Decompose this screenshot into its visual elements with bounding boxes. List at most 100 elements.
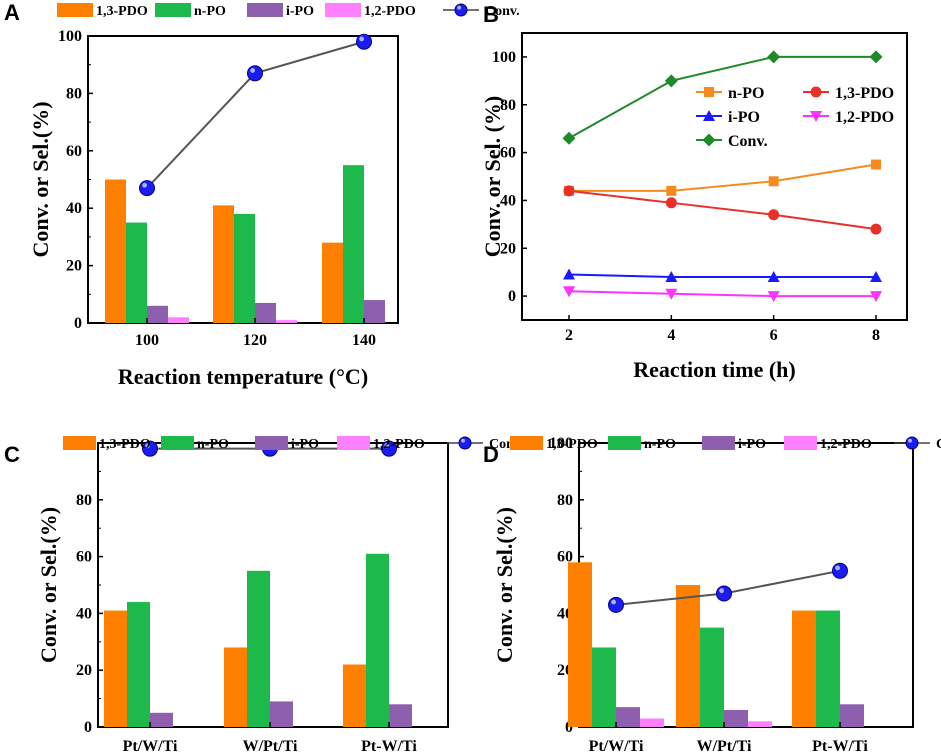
point-1-3-pdo-2 bbox=[563, 185, 575, 197]
bar-1-3-pdo-w-pt-ti bbox=[676, 585, 700, 727]
bar-i-po-140 bbox=[364, 300, 385, 323]
legend-swatch bbox=[57, 3, 93, 17]
legend-label: Conv. bbox=[936, 437, 941, 452]
point-conv--4 bbox=[664, 74, 678, 88]
conv-point-pt-w-ti bbox=[832, 562, 848, 579]
series-line-n-po bbox=[569, 163, 877, 192]
bar-i-po-w-pt-ti bbox=[724, 709, 748, 727]
y-tick-label: 20 bbox=[500, 240, 516, 257]
bar-i-po-pt-w-ti bbox=[389, 704, 412, 727]
legend-label: 1,3-PDO bbox=[546, 437, 598, 452]
y-tick-label: 100 bbox=[549, 435, 573, 452]
series-line-1-3-pdo bbox=[568, 189, 877, 231]
bar-n-po-pt-w-ti bbox=[592, 647, 616, 727]
legend-label: Conv. bbox=[728, 133, 768, 150]
bar-i-po-pt-w-ti bbox=[840, 704, 864, 727]
legend-conv-marker-highlight bbox=[461, 438, 465, 443]
plot-frame bbox=[578, 442, 914, 728]
legend-label: n-PO bbox=[728, 85, 764, 102]
conv-line bbox=[146, 40, 365, 189]
bar-1-3-pdo-pt-w-ti bbox=[104, 610, 127, 727]
legend-label: i-PO bbox=[738, 437, 766, 452]
legend-swatch bbox=[161, 436, 194, 450]
point-1-2-pdo-4 bbox=[665, 288, 678, 300]
legend-label: 1,3-PDO bbox=[99, 437, 151, 452]
bar-1-3-pdo-pt-w-ti bbox=[343, 664, 366, 727]
point-i-po-8 bbox=[870, 270, 882, 282]
y-tick-label: 60 bbox=[500, 145, 516, 162]
point-i-po-2 bbox=[563, 268, 575, 280]
bar-n-po-120 bbox=[234, 213, 255, 323]
x-tick-label: 120 bbox=[243, 332, 267, 349]
chart-panel-a: A 0 20 40 60 80 100 100 120 140 Conv. or Sel.(%) Re… bbox=[4, 0, 520, 389]
legend-conv-marker bbox=[454, 3, 468, 17]
legend-swatch bbox=[608, 436, 641, 450]
x-tick-label: Pt-W/Ti bbox=[812, 738, 868, 754]
bar-i-po-120 bbox=[255, 302, 276, 323]
point-n-po-4 bbox=[666, 185, 677, 196]
legend-conv-marker-highlight bbox=[457, 5, 461, 10]
legend-conv-marker bbox=[905, 436, 919, 450]
bar-1-3-pdo-100 bbox=[105, 179, 126, 323]
x-tick-label: Pt-W/Ti bbox=[361, 738, 417, 754]
legend-swatch bbox=[255, 436, 288, 450]
point-1-2-pdo-6 bbox=[767, 291, 780, 303]
conv-point-pt-w-ti-highlight bbox=[145, 443, 151, 449]
legend-label: 1,3-PDO bbox=[96, 4, 148, 19]
bar-1-2-pdo-pt-w-ti bbox=[640, 718, 664, 727]
x-tick-label: 100 bbox=[135, 332, 159, 349]
legend-label: 1,3-PDO bbox=[835, 85, 894, 102]
x-axis-title: Reaction temperature (°C) bbox=[118, 364, 368, 389]
conv-point-pt-w-ti bbox=[608, 596, 624, 613]
x-tick-label: 4 bbox=[667, 327, 675, 344]
chart-panel-c: C020406080100Pt/W/TiW/Pt/TiPt-W/TiConv. … bbox=[4, 435, 524, 754]
legend-swatch bbox=[63, 436, 96, 450]
bar-1-2-pdo-120 bbox=[276, 320, 297, 323]
panel-letter: A bbox=[4, 0, 20, 25]
plot-frame bbox=[521, 32, 908, 321]
y-tick-label: 100 bbox=[58, 28, 82, 45]
bar-n-po-w-pt-ti bbox=[247, 570, 270, 727]
y-tick-label: 40 bbox=[500, 192, 516, 209]
x-tick-label: W/Pt/Ti bbox=[243, 738, 298, 754]
x-tick-label: 2 bbox=[565, 327, 573, 344]
y-tick-label: 80 bbox=[76, 492, 92, 509]
bar-n-po-pt-w-ti bbox=[816, 610, 840, 727]
y-tick-label: 0 bbox=[84, 719, 92, 736]
conv-point-100-highlight bbox=[142, 182, 148, 188]
y-tick-label: 0 bbox=[74, 315, 82, 332]
y-axis-title: Conv. or Sel.(%) bbox=[36, 507, 61, 663]
bar-i-po-pt-w-ti bbox=[150, 712, 173, 727]
legend-conv-marker-highlight bbox=[908, 438, 913, 443]
conv-point-140-highlight bbox=[359, 36, 364, 42]
bar-i-po-pt-w-ti bbox=[616, 707, 640, 727]
y-tick-label: 20 bbox=[66, 258, 82, 275]
bar-1-2-pdo-w-pt-ti bbox=[748, 721, 772, 727]
bar-n-po-pt-w-ti bbox=[127, 602, 150, 727]
y-tick-label: 80 bbox=[557, 492, 573, 509]
conv-point-w-pt-ti bbox=[716, 585, 732, 602]
x-tick-label: W/Pt/Ti bbox=[697, 738, 752, 754]
bar-1-2-pdo-100 bbox=[168, 317, 189, 323]
legend-label: i-PO bbox=[291, 437, 319, 452]
y-tick-label: 60 bbox=[557, 549, 573, 566]
chart-panel-b: B 0 20 40 60 80 100 2 4 6 8 Conv. or Sel. (%) Reacti… bbox=[480, 2, 908, 382]
x-tick-label: 6 bbox=[770, 327, 778, 344]
point-n-po-6 bbox=[768, 176, 779, 187]
conv-point-w-pt-ti-highlight bbox=[719, 588, 724, 594]
x-axis-title: Reaction time (h) bbox=[633, 357, 796, 382]
plot-frame bbox=[97, 442, 449, 728]
y-tick-label: 100 bbox=[492, 49, 516, 66]
series-line-conv- bbox=[568, 55, 876, 140]
legend-label: 1,2-PDO bbox=[364, 4, 416, 19]
conv-point-pt-w-ti-highlight bbox=[835, 565, 840, 571]
bar-n-po-w-pt-ti bbox=[700, 627, 724, 727]
y-axis-title: Conv. or Sel. (%) bbox=[480, 96, 505, 258]
point-1-2-pdo-2 bbox=[563, 286, 575, 298]
legend-label: Conv. bbox=[485, 4, 520, 19]
legend-swatch bbox=[510, 436, 543, 450]
y-tick-label: 40 bbox=[76, 605, 92, 622]
legend: n-PO 1,3-PDO i-PO 1,2-PDO Conv. bbox=[696, 85, 894, 150]
y-tick-label: 40 bbox=[66, 200, 82, 217]
